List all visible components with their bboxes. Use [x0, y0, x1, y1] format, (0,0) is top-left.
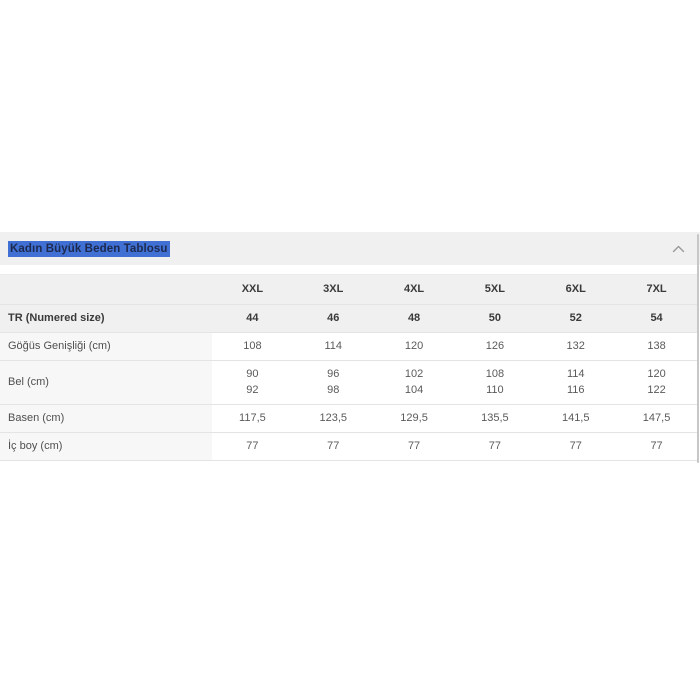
size-table-head: XXL 3XL 4XL 5XL 6XL 7XL [0, 274, 697, 305]
size-value-cell: 90 92 [212, 360, 293, 405]
row-label: Bel (cm) [0, 360, 212, 405]
table-row-i-boy-cm: İç boy (cm) 77 77 77 77 77 77 [0, 432, 697, 461]
table-row-basen-cm: Basen (cm) 117,5 123,5 129,5 135,5 141,5 147,5 [0, 404, 697, 433]
size-value-cell: 77 [373, 432, 455, 461]
column-header-5xl: 5XL [484, 282, 505, 295]
size-value-cell: 120 [373, 332, 455, 361]
size-table: XXL 3XL 4XL 5XL 6XL 7XL TR (Numered size) 44 46… [0, 274, 697, 461]
size-value-cell: 48 [373, 304, 455, 333]
size-value-cell: 46 [292, 304, 374, 333]
size-value-cell: 77 [212, 432, 293, 461]
size-value-cell: 96 98 [292, 360, 374, 405]
size-value-cell: 135,5 [454, 404, 536, 433]
column-header-xxl: XXL [241, 282, 264, 295]
size-value-cell: 77 [292, 432, 374, 461]
size-value-cell: 123,5 [292, 404, 374, 433]
size-chart-accordion-header[interactable]: Kadın Büyük Beden Tablosu [0, 232, 700, 265]
size-chart-panel: Kadın Büyük Beden Tablosu XXL 3XL 4XL 5XL 6X… [0, 232, 700, 461]
size-value-cell: 108 [212, 332, 293, 361]
size-value-cell: 52 [535, 304, 617, 333]
size-value-cell: 77 [454, 432, 536, 461]
size-value-cell: 77 [616, 432, 697, 461]
column-header-6xl: 6XL [565, 282, 586, 295]
scrollbar[interactable] [697, 234, 699, 463]
table-row-tr-numered-size: TR (Numered size) 44 46 48 50 52 54 [0, 304, 697, 333]
size-value-cell: 114 116 [535, 360, 617, 405]
size-value-cell: 147,5 [616, 404, 697, 433]
row-label: Göğüs Genişliği (cm) [0, 332, 212, 361]
column-header-4xl: 4XL [403, 282, 425, 295]
size-value-cell: 129,5 [373, 404, 455, 433]
size-value-cell: 77 [535, 432, 617, 461]
chevron-up-icon[interactable] [670, 241, 686, 257]
column-header-row: XXL 3XL 4XL 5XL 6XL 7XL [0, 274, 697, 305]
corner-cell [0, 275, 212, 305]
size-value-cell: 132 [535, 332, 617, 361]
size-value-cell: 117,5 [212, 404, 293, 433]
size-value-cell: 44 [212, 304, 293, 333]
size-value-cell: 54 [616, 304, 697, 333]
size-value-cell: 120 122 [616, 360, 697, 405]
row-label: TR (Numered size) [0, 304, 212, 333]
size-value-cell: 50 [454, 304, 536, 333]
size-chart-title: Kadın Büyük Beden Tablosu [8, 240, 170, 257]
size-value-cell: 114 [292, 332, 374, 361]
size-value-cell: 141,5 [535, 404, 617, 433]
size-value-cell: 102 104 [373, 360, 455, 405]
table-row-g-s-geni-li-i-cm: Göğüs Genişliği (cm) 108 114 120 126 132 138 [0, 332, 697, 361]
column-header-7xl: 7XL [646, 282, 667, 295]
size-value-cell: 138 [616, 332, 697, 361]
row-label: İç boy (cm) [0, 432, 212, 461]
size-value-cell: 126 [454, 332, 536, 361]
size-table-body: TR (Numered size) 44 46 48 50 52 54 Göğüs Geniş… [0, 304, 697, 461]
column-header-3xl: 3XL [323, 282, 344, 295]
row-label: Basen (cm) [0, 404, 212, 433]
header-gap [0, 265, 700, 274]
size-value-cell: 108 110 [454, 360, 536, 405]
table-row-bel-cm: Bel (cm) 90 92 96 98 102 104 108 110 114 116 1… [0, 360, 697, 405]
